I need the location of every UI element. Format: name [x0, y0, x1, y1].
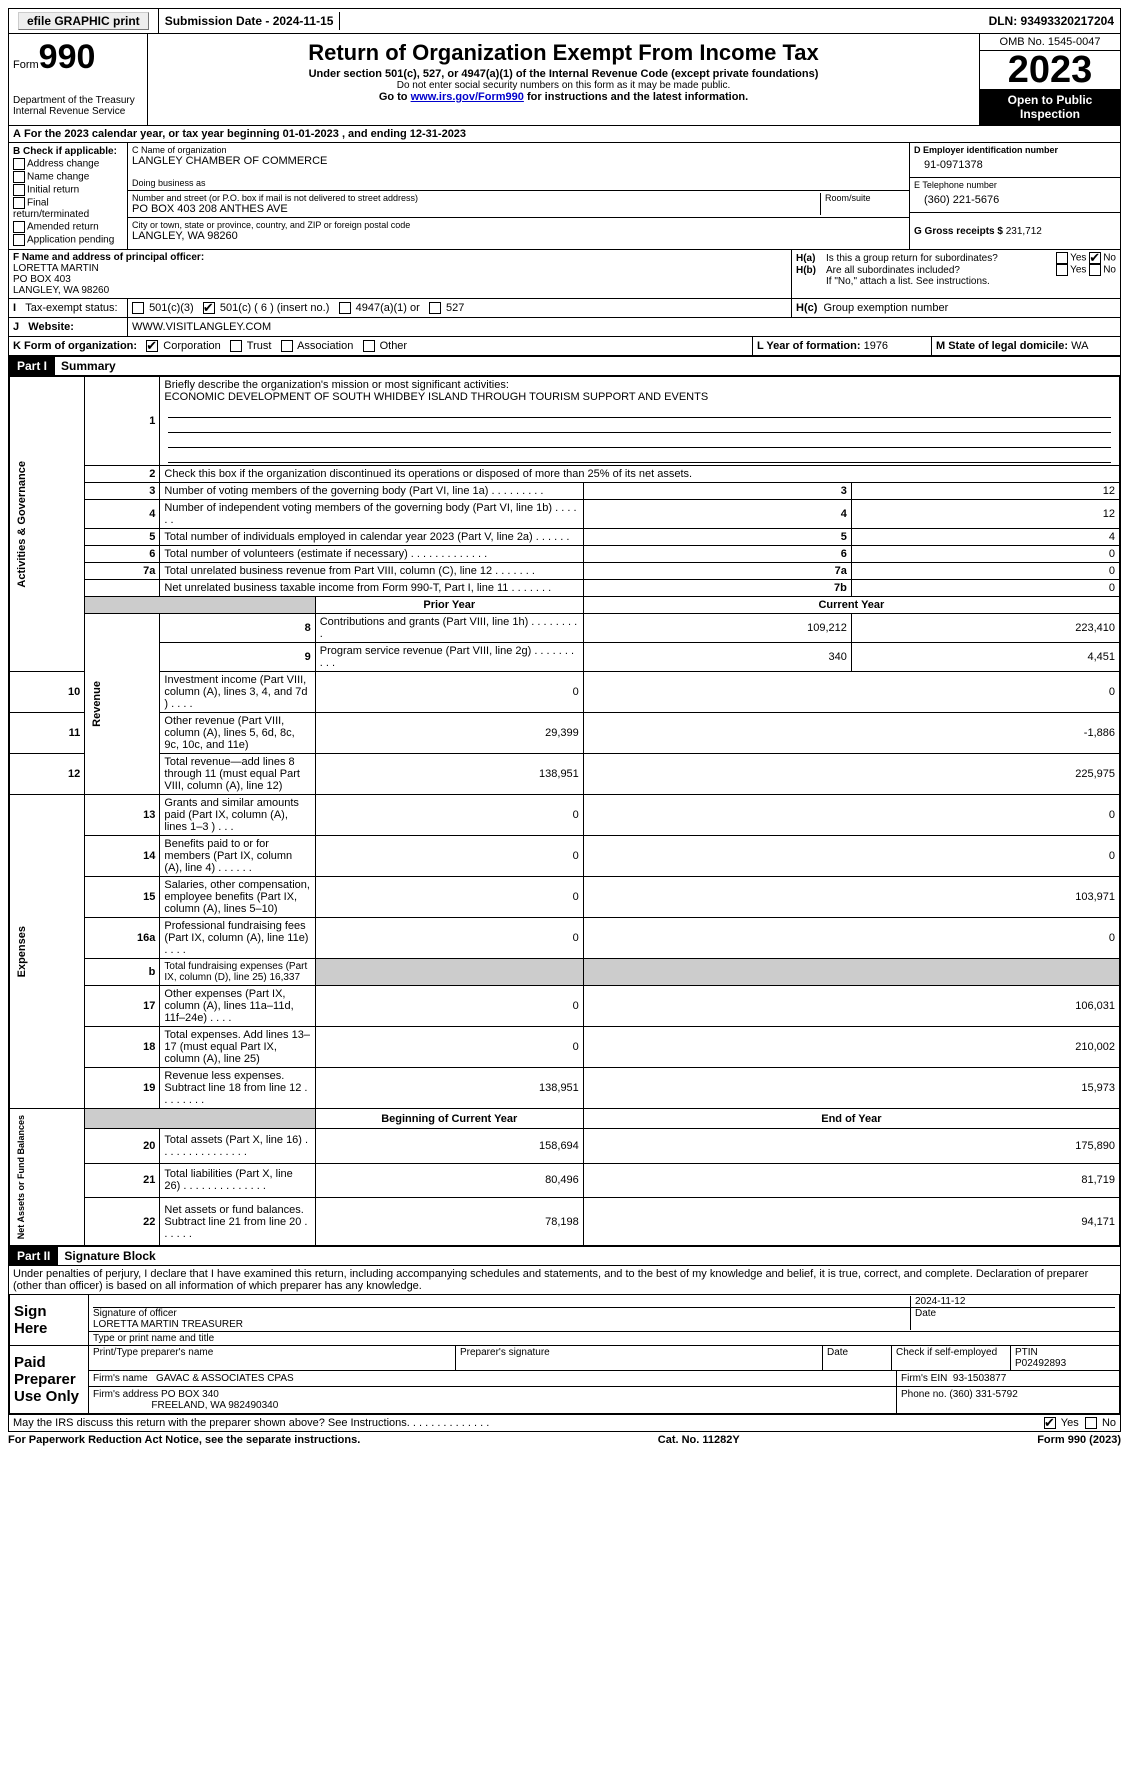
- checkbox-discuss-yes[interactable]: [1044, 1417, 1056, 1429]
- box-right: D Employer identification number91-09713…: [910, 143, 1120, 249]
- checkbox-501c3[interactable]: [132, 302, 144, 314]
- tax-year: 2023: [980, 51, 1120, 89]
- checkbox-final-return[interactable]: [13, 197, 25, 209]
- checkbox-other[interactable]: [363, 340, 375, 352]
- checkbox-4947[interactable]: [339, 302, 351, 314]
- top-toolbar: efile GRAPHIC print Submission Date - 20…: [8, 8, 1121, 34]
- gross-receipts: 231,712: [1006, 226, 1042, 237]
- side-governance: Activities & Governance: [14, 457, 30, 592]
- side-netassets: Net Assets or Fund Balances: [14, 1111, 28, 1243]
- paid-preparer-label: Paid Preparer Use Only: [10, 1346, 89, 1414]
- part2-header: Part II: [9, 1247, 58, 1265]
- checkbox-527[interactable]: [429, 302, 441, 314]
- form-number: 990: [39, 38, 96, 76]
- sig-date: 2024-11-12: [910, 1296, 1115, 1307]
- firm-phone: (360) 331-5792: [949, 1389, 1017, 1400]
- dln-label: DLN: 93493320217204: [983, 12, 1120, 30]
- state-domicile: WA: [1071, 340, 1088, 352]
- header-right: OMB No. 1545-0047 2023 Open to Public In…: [980, 34, 1120, 125]
- box-b: B Check if applicable: Address change Na…: [9, 143, 128, 249]
- sign-here-label: Sign Here: [10, 1295, 89, 1346]
- checkbox-trust[interactable]: [230, 340, 242, 352]
- side-revenue: Revenue: [89, 677, 105, 731]
- page-footer: For Paperwork Reduction Act Notice, see …: [8, 1432, 1121, 1448]
- ptin: P02492893: [1015, 1358, 1066, 1369]
- box-k: K Form of organization: Corporation Trus…: [9, 337, 753, 355]
- org-address: PO BOX 403 208 ANTHES AVE: [132, 203, 820, 215]
- checkbox-501c[interactable]: [203, 302, 215, 314]
- checkbox-ha-no[interactable]: [1089, 252, 1101, 264]
- officer-name: LORETTA MARTIN TREASURER: [93, 1319, 243, 1330]
- box-c: C Name of organizationLANGLEY CHAMBER OF…: [128, 143, 910, 249]
- ein: 91-0971378: [914, 155, 1116, 175]
- efile-button[interactable]: efile GRAPHIC print: [18, 12, 149, 30]
- org-city: LANGLEY, WA 98260: [132, 230, 905, 242]
- checkbox-ha-yes[interactable]: [1056, 252, 1068, 264]
- side-expenses: Expenses: [14, 922, 30, 981]
- checkbox-app-pending[interactable]: [13, 234, 25, 246]
- part1-header: Part I: [9, 357, 55, 375]
- checkbox-hb-no[interactable]: [1089, 264, 1101, 276]
- box-f: F Name and address of principal officer:…: [9, 250, 792, 298]
- checkbox-assoc[interactable]: [281, 340, 293, 352]
- box-h: H(a)Is this a group return for subordina…: [792, 250, 1120, 298]
- website: WWW.VISITLANGLEY.COM: [128, 318, 1120, 336]
- irs-link[interactable]: www.irs.gov/Form990: [411, 91, 524, 103]
- checkbox-hb-yes[interactable]: [1056, 264, 1068, 276]
- checkbox-discuss-no[interactable]: [1085, 1417, 1097, 1429]
- submission-date: Submission Date - 2024-11-15: [159, 12, 341, 30]
- summary-table: Activities & Governance 1 Briefly descri…: [9, 376, 1120, 1246]
- mission-text: ECONOMIC DEVELOPMENT OF SOUTH WHIDBEY IS…: [164, 391, 708, 403]
- signature-declaration: Under penalties of perjury, I declare th…: [9, 1266, 1120, 1294]
- discuss-row: May the IRS discuss this return with the…: [9, 1414, 1120, 1431]
- checkbox-amended[interactable]: [13, 221, 25, 233]
- phone: (360) 221-5676: [914, 190, 1116, 210]
- year-formation: 1976: [864, 340, 888, 352]
- checkbox-corp[interactable]: [146, 340, 158, 352]
- checkbox-address-change[interactable]: [13, 158, 25, 170]
- header-left: Form990 Department of the Treasury Inter…: [9, 34, 148, 125]
- tax-exempt-status: 501(c)(3) 501(c) ( 6 ) (insert no.) 4947…: [128, 299, 792, 317]
- firm-ein: 93-1503877: [953, 1373, 1006, 1384]
- checkbox-initial-return[interactable]: [13, 184, 25, 196]
- checkbox-name-change[interactable]: [13, 171, 25, 183]
- form-container: Form990 Department of the Treasury Inter…: [8, 34, 1121, 1432]
- org-name: LANGLEY CHAMBER OF COMMERCE: [132, 155, 905, 167]
- firm-address: FREELAND, WA 982490340: [151, 1400, 278, 1411]
- form-title: Return of Organization Exempt From Incom…: [156, 40, 971, 66]
- header-mid: Return of Organization Exempt From Incom…: [148, 34, 980, 125]
- firm-name: GAVAC & ASSOCIATES CPAS: [156, 1373, 294, 1384]
- row-a-tax-year: A For the 2023 calendar year, or tax yea…: [9, 126, 1120, 143]
